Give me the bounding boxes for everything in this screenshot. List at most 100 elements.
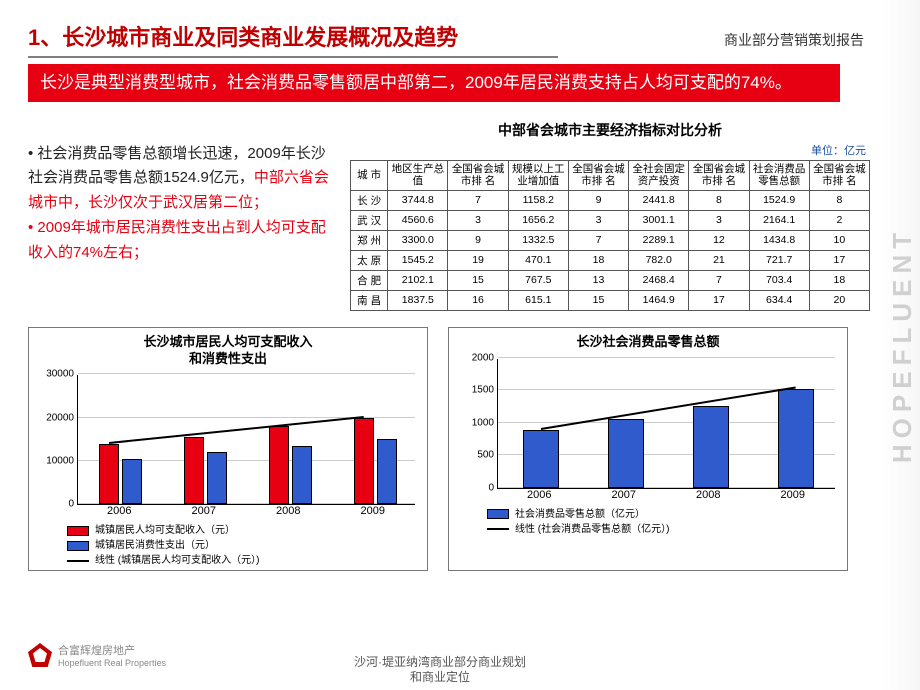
table-cell: 9	[448, 230, 508, 250]
table-cell: 615.1	[508, 290, 568, 310]
table-row: 武 汉4560.631656.233001.132164.12	[351, 210, 870, 230]
subtitle-right: 商业部分营销策划报告	[724, 30, 870, 50]
table-cell: 3744.8	[388, 190, 448, 210]
table-cell: 3001.1	[629, 210, 689, 230]
footer-l1: 沙河·堤亚纳湾商业部分商业规划	[354, 655, 526, 669]
table-cell: 9	[568, 190, 628, 210]
table-cell: 3300.0	[388, 230, 448, 250]
table-cell: 16	[448, 290, 508, 310]
chart2-legend: 社会消费品零售总额（亿元） 线性 (社会消费品零售总额（亿元）)	[487, 507, 839, 537]
bar	[608, 419, 644, 487]
table-cell: 郑 州	[351, 230, 388, 250]
trendline	[109, 416, 364, 444]
table-header: 全国省会城市排 名	[568, 160, 628, 190]
chart1-title-l2: 和消费性支出	[189, 351, 267, 366]
chart2-xlabels: 2006200720082009	[497, 489, 835, 501]
table-cell: 12	[689, 230, 749, 250]
table-cell: 武 汉	[351, 210, 388, 230]
mid-area: 社会消费品零售总额增长迅速，2009年长沙社会消费品零售总额1524.9亿元，中…	[28, 120, 870, 311]
econ-table-block: 中部省会城市主要经济指标对比分析 单位：亿元 城 市地区生产总值全国省会城市排 …	[350, 120, 870, 311]
y-tick: 500	[456, 450, 494, 461]
table-cell: 1524.9	[749, 190, 809, 210]
red-banner: 长沙是典型消费型城市，社会消费品零售额居中部第二，2009年居民消费支持占人均可…	[28, 64, 840, 102]
table-header: 全国省会城市排 名	[448, 160, 508, 190]
table-cell: 7	[568, 230, 628, 250]
bar	[269, 426, 289, 504]
table-cell: 合 肥	[351, 270, 388, 290]
chart2-plot: 0500100015002000	[497, 359, 835, 489]
table-cell: 634.4	[749, 290, 809, 310]
chart1-title: 长沙城市居民人均可支配收入 和消费性支出	[37, 334, 419, 368]
table-cell: 10	[809, 230, 869, 250]
table-cell: 703.4	[749, 270, 809, 290]
table-cell: 18	[809, 270, 869, 290]
table-header: 全社会固定资产投资	[629, 160, 689, 190]
table-row: 合 肥2102.115767.5132468.47703.418	[351, 270, 870, 290]
chart2-title: 长沙社会消费品零售总额	[457, 334, 839, 351]
bar	[184, 437, 204, 504]
bar	[207, 452, 227, 504]
table-cell: 1545.2	[388, 250, 448, 270]
line-swatch-icon	[67, 560, 89, 562]
table-cell: 20	[809, 290, 869, 310]
table-header: 全国省会城市排 名	[809, 160, 869, 190]
table-cell: 长 沙	[351, 190, 388, 210]
table-cell: 4560.6	[388, 210, 448, 230]
bullet-1: 社会消费品零售总额增长迅速，2009年长沙社会消费品零售总额1524.9亿元，中…	[28, 142, 338, 216]
bar	[292, 446, 312, 505]
table-cell: 太 原	[351, 250, 388, 270]
chart1-legend-3: 线性 (城镇居民人均可支配收入（元）)	[67, 553, 419, 568]
table-header: 全国省会城市排 名	[689, 160, 749, 190]
slide: 1、长沙城市商业及同类商业发展概况及趋势 商业部分营销策划报告 长沙是典型消费型…	[0, 0, 880, 690]
table-cell: 1158.2	[508, 190, 568, 210]
table-cell: 1332.5	[508, 230, 568, 250]
table-cell: 15	[448, 270, 508, 290]
x-label: 2007	[582, 489, 667, 501]
table-cell: 15	[568, 290, 628, 310]
bar	[99, 444, 119, 505]
x-label: 2008	[246, 505, 331, 517]
table-cell: 721.7	[749, 250, 809, 270]
charts-row: 长沙城市居民人均可支配收入 和消费性支出 0100002000030000 20…	[28, 327, 870, 572]
table-cell: 3	[448, 210, 508, 230]
table-cell: 17	[809, 250, 869, 270]
x-label: 2007	[162, 505, 247, 517]
table-cell: 2164.1	[749, 210, 809, 230]
swatch-icon	[67, 526, 89, 536]
chart1-plot: 0100002000030000	[77, 375, 415, 505]
x-label: 2006	[497, 489, 582, 501]
y-tick: 0	[36, 499, 74, 510]
chart1-legend-1: 城镇居民人均可支配收入（元）	[67, 523, 419, 538]
table-header: 城 市	[351, 160, 388, 190]
table-cell: 782.0	[629, 250, 689, 270]
chart-retail: 长沙社会消费品零售总额 0500100015002000 20062007200…	[448, 327, 848, 572]
table-cell: 1837.5	[388, 290, 448, 310]
table-cell: 3	[689, 210, 749, 230]
econ-table-title: 中部省会城市主要经济指标对比分析	[350, 120, 870, 140]
table-cell: 21	[689, 250, 749, 270]
table-header: 社会消费品零售总额	[749, 160, 809, 190]
chart2-legend-1: 社会消费品零售总额（亿元）	[487, 507, 839, 522]
table-cell: 7	[689, 270, 749, 290]
table-row: 郑 州3300.091332.572289.1121434.810	[351, 230, 870, 250]
table-cell: 470.1	[508, 250, 568, 270]
bar	[778, 389, 814, 488]
chart1-legend-2-label: 城镇居民消费性支出（元）	[95, 538, 215, 553]
table-cell: 1656.2	[508, 210, 568, 230]
swatch-icon	[67, 541, 89, 551]
econ-table: 城 市地区生产总值全国省会城市排 名规模以上工业增加值全国省会城市排 名全社会固…	[350, 160, 870, 311]
chart2-legend-1-label: 社会消费品零售总额（亿元）	[515, 507, 645, 522]
table-cell: 3	[568, 210, 628, 230]
line-swatch-icon	[487, 528, 509, 530]
table-cell: 2441.8	[629, 190, 689, 210]
chart1-xlabels: 2006200720082009	[77, 505, 415, 517]
title-row: 1、长沙城市商业及同类商业发展概况及趋势 商业部分营销策划报告	[28, 20, 870, 52]
brand-strip: HOPEFLUENT	[880, 0, 920, 690]
bar	[377, 439, 397, 504]
econ-table-unit: 单位：亿元	[350, 142, 870, 158]
table-cell: 1434.8	[749, 230, 809, 250]
brand-vertical-text: HOPEFLUENT	[887, 227, 918, 463]
table-cell: 19	[448, 250, 508, 270]
swatch-icon	[487, 509, 509, 519]
chart2-legend-2-label: 线性 (社会消费品零售总额（亿元）)	[515, 522, 669, 537]
